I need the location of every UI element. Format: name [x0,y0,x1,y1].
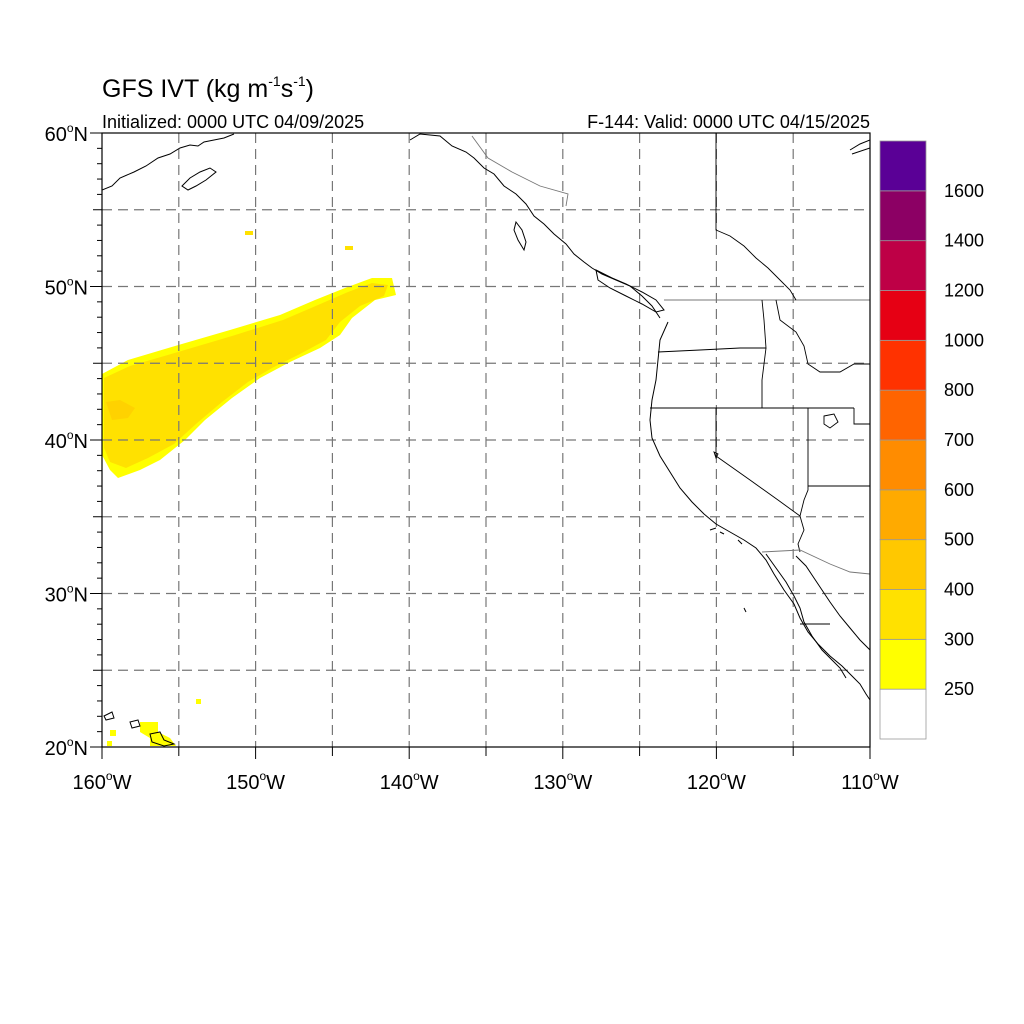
baja-coast [765,553,847,679]
coastlines [102,133,870,747]
ivt-hawaii-3 [107,741,112,746]
colorbar-label: 300 [944,629,974,649]
canada-east-coast-top [849,139,870,155]
ivt-colorbar: 250 300 400 500 600 700 800 1000 1200 1400 1600 [879,140,984,740]
ivt-hawaii-2 [110,730,116,736]
longitude-labels: 160oW 150oW 140oW 130oW 120oW 110oW [73,769,899,794]
lat-label: 40oN [45,428,88,453]
great-salt-lake [823,413,839,429]
colorbar-label: 250 [944,679,974,699]
colorbar-label: 1000 [944,330,984,350]
kodiak-coast [181,167,217,191]
alaska-peninsula-coast [102,133,235,191]
az-ca-border [797,515,805,553]
ca-nv-border [715,408,801,517]
colorbar-swatch [879,190,927,242]
ivt-spot-1 [245,231,253,235]
lake-tahoe [713,451,719,460]
colorbar-swatch [879,389,927,441]
map-title: GFS IVT (kg m-1s-1) [102,73,314,103]
canada-provinces-line [715,133,797,301]
lon-label: 130oW [533,769,592,794]
or-idaho-border [761,347,767,408]
lat-label: 50oN [45,275,88,300]
lat-label: 20oN [45,735,88,760]
valid-time: F-144: Valid: 0000 UTC 04/15/2025 [587,112,870,132]
colorbar-swatch [879,688,927,740]
colorbar-swatch [879,539,927,590]
ivt-river-300-400 [104,283,388,468]
gulf-california-coast [795,555,870,651]
colorbar-swatch [879,589,927,640]
colorbar-label: 1400 [944,231,984,251]
state-boundaries [471,133,870,625]
colorbar-label: 800 [944,380,974,400]
channel-islands [709,527,747,613]
vancouver-island-coast [595,269,665,313]
colorbar-label: 400 [944,580,974,600]
colorbar-label: 500 [944,530,974,550]
ivt-spot-2 [345,246,353,250]
lon-label: 160oW [73,769,132,794]
lat-label: 30oN [45,582,88,607]
ivt-hawaii [140,722,176,746]
hawaii-islands-3 [149,731,176,747]
lat-label: 60oN [45,121,88,146]
hawaii-islands-2 [129,719,141,729]
initialized-time: Initialized: 0000 UTC 04/09/2025 [102,112,364,132]
west-coast-us [649,321,870,701]
colorbar-swatch [879,290,927,341]
colorbar-label: 1200 [944,281,984,301]
colorbar-swatch [879,140,927,192]
border-alaska-canada [471,135,569,207]
axis-ticks [90,132,871,759]
latitude-labels: 60oN 50oN 40oN 30oN 20oN [45,121,88,760]
wa-or-border [657,299,767,353]
map-frame [101,132,871,748]
ivt-spot-3 [196,699,201,704]
colorbar-swatch [879,240,927,291]
colorbar-swatch [879,489,927,541]
colorbar-label: 1600 [944,181,984,201]
colorbar-swatch [879,638,927,690]
lon-label: 150oW [226,769,285,794]
lon-label: 140oW [380,769,439,794]
colorbar-label: 600 [944,480,974,500]
ivt-core [106,400,135,420]
nv-az-border [799,408,809,517]
us-mexico-border [761,549,870,575]
graticule [102,133,870,747]
ivt-shading [102,231,396,746]
haida-gwaii-coast [513,220,527,252]
colorbar-swatch [879,339,927,391]
colorbar-label: 700 [944,430,974,450]
lon-label: 120oW [687,769,746,794]
hawaii-islands-1 [103,711,115,721]
lon-label: 110oW [841,769,899,794]
colorbar-swatch [879,439,927,491]
map-panel [90,132,871,759]
idaho-border [775,299,870,425]
